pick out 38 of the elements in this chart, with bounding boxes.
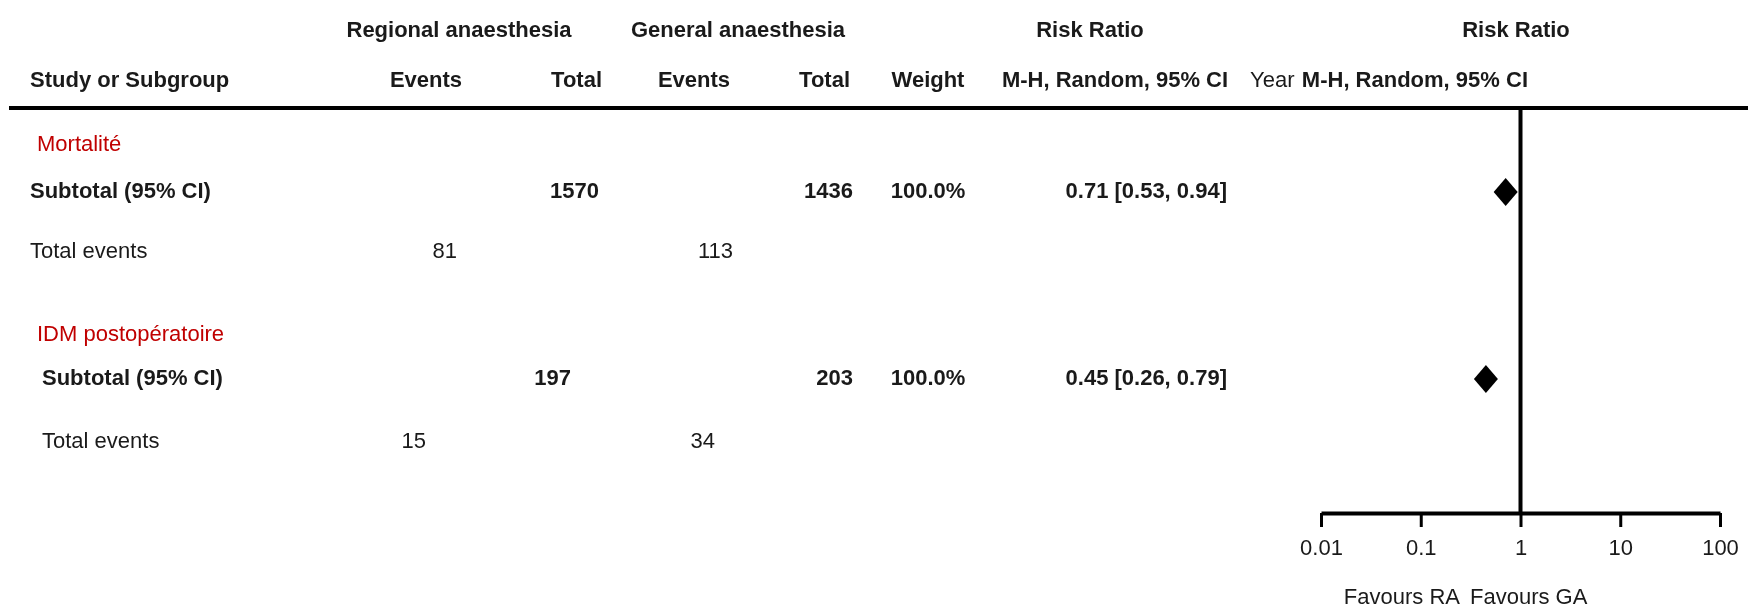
x-tick-label: 100 xyxy=(1702,534,1739,560)
text: 34 xyxy=(690,427,715,453)
text: Weight xyxy=(891,66,966,92)
text: 81 xyxy=(432,237,457,263)
x-tick-label: 0.01 xyxy=(1300,534,1343,560)
text: Year xyxy=(1250,66,1295,92)
text: M-H, Random, 95% CI xyxy=(1301,66,1528,92)
text: Risk Ratio xyxy=(1036,16,1144,42)
text: Regional anaesthesia xyxy=(346,16,573,42)
text: Favours GA xyxy=(1470,583,1588,609)
data-label: 0.45 [0.26, 0.79] xyxy=(1065,364,1227,390)
text: 100.0% xyxy=(890,177,966,203)
text: 113 xyxy=(697,237,733,263)
text: 197 xyxy=(534,364,571,390)
text: Mortalité xyxy=(37,130,122,156)
text: Events xyxy=(389,66,463,92)
x-tick-label: 0.1 xyxy=(1405,534,1437,560)
data-label: 0.71 [0.53, 0.94] xyxy=(1065,177,1227,203)
text: 15 xyxy=(401,427,426,453)
text: Total events xyxy=(30,237,148,263)
text: M-H, Random, 95% CI xyxy=(1001,66,1229,92)
text: IDM postopératoire xyxy=(37,320,225,346)
text: 1436 xyxy=(804,177,853,203)
x-tick-label: 10 xyxy=(1608,534,1633,560)
text: General anaesthesia xyxy=(630,16,846,42)
text: Subtotal (95% CI) xyxy=(42,364,223,390)
text: 100.0% xyxy=(890,364,966,390)
text: 203 xyxy=(816,364,853,390)
text: Total xyxy=(799,66,850,92)
text: Study or Subgroup xyxy=(30,66,230,92)
text: Subtotal (95% CI) xyxy=(30,177,211,203)
x-tick-label: 1 xyxy=(1514,534,1528,560)
text: Favours RA xyxy=(1343,583,1461,609)
text: Events xyxy=(657,66,731,92)
text: Total events xyxy=(42,427,160,453)
text: 1570 xyxy=(550,177,599,203)
text: Risk Ratio xyxy=(1462,16,1570,42)
text: Total xyxy=(551,66,602,92)
